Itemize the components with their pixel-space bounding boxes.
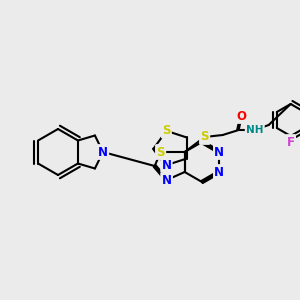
Text: S: S (162, 124, 171, 137)
Text: F: F (287, 136, 295, 148)
Text: S: S (156, 146, 165, 158)
Text: S: S (200, 130, 209, 143)
Text: NH: NH (246, 125, 263, 135)
Text: NH: NH (246, 125, 263, 135)
Text: N: N (214, 146, 224, 158)
Text: N: N (214, 166, 224, 178)
Text: N: N (98, 146, 108, 158)
Text: N: N (214, 166, 224, 178)
Text: N: N (162, 173, 172, 187)
Text: N: N (214, 146, 224, 158)
Text: S: S (200, 130, 209, 143)
Text: O: O (237, 110, 247, 122)
Text: S: S (156, 146, 165, 158)
Text: N: N (162, 173, 172, 187)
Text: N: N (161, 159, 171, 172)
Text: O: O (237, 110, 247, 122)
Text: N: N (98, 146, 108, 158)
Text: F: F (287, 136, 295, 148)
